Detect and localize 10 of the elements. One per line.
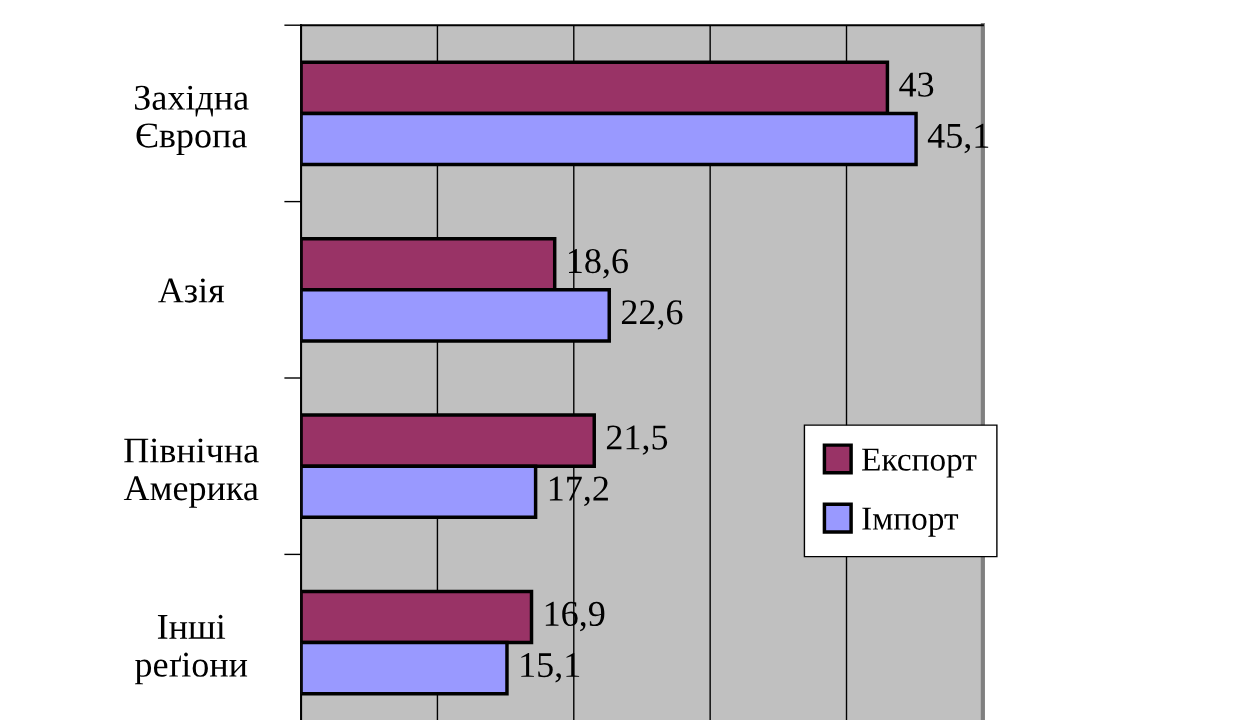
- data-label: 22,6: [621, 300, 683, 330]
- y-tick-label: Азія: [158, 278, 225, 303]
- y-tick-label: Інші реґіони: [135, 614, 248, 685]
- legend-label: Імпорт: [862, 507, 959, 537]
- y-tick-label: Північна Америка: [123, 438, 259, 508]
- data-label: 43: [899, 72, 934, 97]
- data-label: 45,1: [927, 123, 989, 154]
- y-tick-label: Західна Європа: [134, 85, 249, 156]
- legend-label: Експорт: [862, 448, 977, 478]
- data-label: 21,5: [606, 425, 668, 455]
